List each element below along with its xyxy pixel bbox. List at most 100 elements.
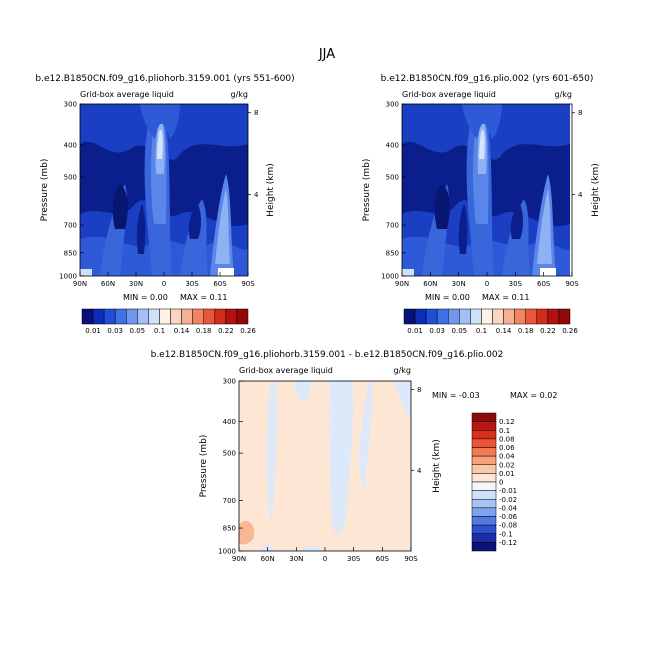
panel-diff-y-tick-label: 300 xyxy=(223,378,236,386)
colorbar-right-swatch xyxy=(448,308,460,325)
panel-diff-contour-field xyxy=(239,381,411,551)
panel-right-x-tick-label: 30N xyxy=(452,280,466,288)
panel-right-y-tick-label: 500 xyxy=(386,173,399,181)
colorbar-diff-label: -0.04 xyxy=(499,504,518,512)
panel-right-y-tick-label: 400 xyxy=(386,142,399,150)
panel-right-x-tick-label: 90S xyxy=(565,280,579,288)
panel-left-x-tick-label: 90S xyxy=(241,280,255,288)
colorbar-diff-label: 0 xyxy=(499,479,503,487)
colorbar-diff-label: 0.12 xyxy=(499,418,515,426)
colorbar-left-swatch xyxy=(114,308,127,325)
colorbar-diff-swatch xyxy=(471,490,497,500)
panel-right-ylabel: Pressure (mb) xyxy=(362,159,372,222)
panel-left: b.e12.B1850CN.f09_g16.pliohorb.3159.001 … xyxy=(35,74,294,302)
colorbar-left-label: 0.14 xyxy=(174,327,190,335)
colorbar-right-label: 0.26 xyxy=(562,327,578,335)
colorbar-right-swatch xyxy=(459,308,471,325)
panel-diff-units: g/kg xyxy=(394,366,411,375)
panel-right-y-tick-label: 300 xyxy=(386,101,399,109)
panel-diff-y-tick-label: 1000 xyxy=(218,548,236,556)
panel-right-contour-field xyxy=(402,104,570,276)
panel-diff-y-tick-label: 850 xyxy=(223,525,236,533)
panel-left-y2label: Height (km) xyxy=(266,163,276,217)
panel-diff-x-tick-label: 90N xyxy=(232,555,246,563)
panel-diff-y2-tick-label: 8 xyxy=(417,386,421,394)
panel-right-x-tick-label: 30S xyxy=(509,280,523,288)
colorbar-right-swatch xyxy=(403,308,416,325)
panel-diff-y2-tick-label: 4 xyxy=(417,467,422,475)
colorbar-diff-swatch xyxy=(471,473,497,483)
colorbar-right-label: 0.14 xyxy=(496,327,512,335)
colorbar-left-swatch xyxy=(126,308,138,325)
panel-diff-x-tick-label: 60S xyxy=(376,555,390,563)
colorbar-diff-label: 0.06 xyxy=(499,444,515,452)
colorbar-diff-swatch xyxy=(471,412,497,422)
panel-left-units: g/kg xyxy=(231,90,248,99)
figure-title: JJA xyxy=(318,47,335,62)
panel-right-units: g/kg xyxy=(555,90,572,99)
panel-diff-y-tick-label: 500 xyxy=(223,450,236,458)
panel-diff-var-label: Grid-box average liquid xyxy=(239,366,333,375)
panel-right-x-tick-label: 90N xyxy=(395,280,409,288)
panel-right-y2label: Height (km) xyxy=(591,163,601,217)
colorbar-diff: 0.120.10.080.060.040.020.010-0.01-0.02-0… xyxy=(471,412,518,552)
colorbar-right-swatch xyxy=(481,308,493,325)
colorbar-diff-swatch xyxy=(471,464,497,474)
panel-right-max: MAX = 0.11 xyxy=(482,293,529,302)
colorbar-right-swatch xyxy=(558,308,571,325)
colorbar-left-label: 0.03 xyxy=(107,327,123,335)
colorbar-right-swatch xyxy=(525,308,538,325)
panel-right-y-tick-label: 700 xyxy=(386,222,399,230)
panel-right-y-tick-label: 1000 xyxy=(381,273,399,281)
colorbar-diff-swatch xyxy=(471,507,497,517)
colorbar-right-swatch xyxy=(514,308,526,325)
panel-diff-y-tick-label: 700 xyxy=(223,497,236,505)
panel-right: b.e12.B1850CN.f09_g16.plio.002 (yrs 601-… xyxy=(362,74,601,302)
colorbar-diff-label: -0.01 xyxy=(499,487,517,495)
panel-diff: b.e12.B1850CN.f09_g16.pliohorb.3159.001 … xyxy=(151,350,558,563)
colorbar-right-label: 0.1 xyxy=(476,327,487,335)
panel-left-title: b.e12.B1850CN.f09_g16.pliohorb.3159.001 … xyxy=(35,74,294,84)
colorbar-left-swatch xyxy=(236,308,249,325)
colorbar-right-label: 0.18 xyxy=(518,327,534,335)
panel-left-x-tick-label: 0 xyxy=(162,280,166,288)
panel-diff-x-tick-label: 0 xyxy=(323,555,327,563)
colorbar-diff-label: -0.08 xyxy=(499,522,517,530)
panel-left-x-tick-label: 30S xyxy=(185,280,199,288)
colorbar-diff-swatch xyxy=(471,516,497,526)
colorbar-right-swatch xyxy=(425,308,438,325)
colorbar-right-swatch xyxy=(414,308,427,325)
colorbar-right-label: 0.01 xyxy=(407,327,423,335)
panel-diff-y2label: Height (km) xyxy=(432,439,442,493)
panel-left-contour-field xyxy=(80,104,248,276)
colorbar-right-swatch xyxy=(547,308,560,325)
colorbar-left-swatch xyxy=(192,308,204,325)
colorbar-diff-swatch xyxy=(471,481,497,491)
panel-diff-ylabel: Pressure (mb) xyxy=(199,435,209,498)
panel-diff-min: MIN = -0.03 xyxy=(432,391,480,400)
panel-left-x-tick-label: 60S xyxy=(213,280,227,288)
panel-left-x-tick-label: 60N xyxy=(101,280,115,288)
colorbar-left-swatch xyxy=(214,308,227,325)
panel-right-x-tick-label: 60S xyxy=(537,280,551,288)
panel-left-y-tick-label: 300 xyxy=(64,101,77,109)
colorbar-diff-label: -0.1 xyxy=(499,530,513,538)
colorbar-left-label: 0.18 xyxy=(196,327,212,335)
colorbar-diff-swatch xyxy=(471,533,497,543)
panel-right-min: MIN = 0.00 xyxy=(425,293,470,302)
colorbar-left-swatch xyxy=(103,308,116,325)
panel-left-x-tick-label: 90N xyxy=(73,280,87,288)
panel-right-y-tick-label: 850 xyxy=(386,249,399,257)
colorbar-left: 0.01 0.03 0.05 0.1 0.14 0.18 0.22 0.26 xyxy=(81,308,256,335)
colorbar-left-swatch xyxy=(81,308,94,325)
colorbar-left-label: 0.1 xyxy=(154,327,165,335)
colorbar-left-label: 0.05 xyxy=(130,327,146,335)
panel-left-min: MIN = 0.00 xyxy=(123,293,168,302)
colorbar-diff-label: 0.01 xyxy=(499,470,515,478)
panel-left-var-label: Grid-box average liquid xyxy=(80,90,174,99)
colorbar-left-swatch xyxy=(137,308,149,325)
panel-right-y2-tick-label: 4 xyxy=(578,191,583,199)
panel-right-var-label: Grid-box average liquid xyxy=(402,90,496,99)
panel-left-y-tick-label: 500 xyxy=(64,173,77,181)
panel-diff-title: b.e12.B1850CN.f09_g16.pliohorb.3159.001 … xyxy=(151,350,504,360)
